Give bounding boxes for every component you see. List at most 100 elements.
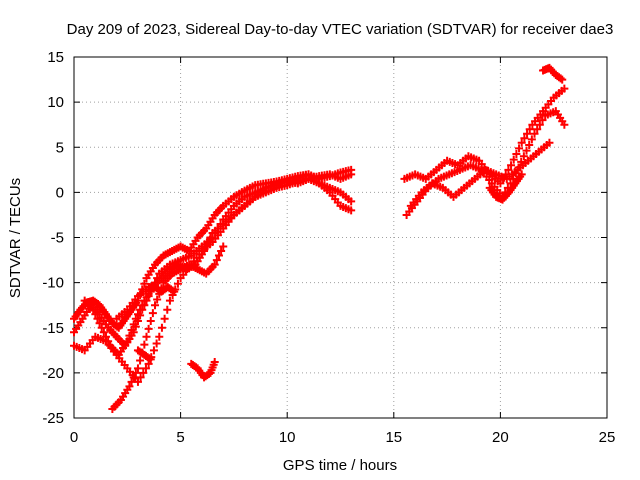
data-point [123,337,132,346]
data-point [525,140,534,149]
data-point [145,354,154,363]
x-tick-label: 10 [279,429,296,446]
data-point [136,305,145,314]
y-tick-label: -15 [42,320,64,337]
data-point [210,260,219,269]
data-point [527,135,536,144]
y-tick-label: 15 [47,49,64,66]
x-tick-label: 25 [599,429,616,446]
series-13 [539,63,567,84]
data-point [556,74,565,83]
data-point [560,120,569,129]
data-point [206,233,215,242]
data-point [535,120,544,129]
data-point [131,368,140,377]
data-point [129,373,138,382]
data-point [148,309,157,318]
data-point [558,75,567,84]
data-point [517,138,526,147]
data-point [170,287,179,296]
data-point [507,161,516,170]
data-point [144,324,153,333]
data-point [125,382,134,391]
x-axis-label: GPS time / hours [283,457,397,474]
series-3 [70,170,356,386]
data-point [157,323,166,332]
data-point [163,305,172,314]
data-point [127,377,136,386]
data-point [141,364,150,373]
data-point [155,332,164,341]
data-point [538,116,547,125]
data-point [133,364,142,373]
y-tick-label: -10 [42,275,64,292]
y-tick-label: 5 [56,139,64,156]
data-point [509,155,518,164]
series-7 [144,283,179,296]
data-point [347,170,356,179]
x-tick-label: 20 [492,429,509,446]
series-12 [485,170,526,204]
data-point [125,331,134,340]
series-6 [133,346,155,364]
data-point [142,332,151,341]
data-point [212,256,221,265]
data-point [165,296,174,305]
x-tick-label: 15 [385,429,402,446]
data-point [89,305,98,314]
data-point [93,314,102,323]
data-point [152,339,161,348]
data-point [99,328,108,337]
tick-labels: 0 5 10 15 20 25 -25 -20 -15 -10 -5 0 5 10 15 [42,49,615,446]
data-point [97,323,106,332]
y-tick-label: -25 [42,410,64,427]
data-point [149,346,158,355]
data-point [133,310,142,319]
y-axis-label: SDTVAR / TECUs [7,178,24,298]
data-point [519,152,528,161]
data-point [545,138,554,147]
data-point [139,368,148,377]
data-point [530,129,539,138]
data-point [214,251,223,260]
data-point [136,356,145,365]
data-point [504,165,513,174]
series-8 [187,358,219,382]
data-point [160,314,169,323]
x-tick-label: 0 [70,429,78,446]
data-point [520,134,529,143]
data-point [91,310,100,319]
data-point [347,206,356,215]
data-point [131,314,140,323]
data-point [138,301,147,310]
data-point [146,355,155,364]
data-point [347,197,356,206]
y-tick-label: -20 [42,365,64,382]
data-point [146,316,155,325]
data-point [533,125,542,134]
data-point [515,144,524,153]
data-point [210,358,219,367]
data-point [496,179,505,188]
y-tick-label: 0 [56,184,64,201]
data-point [168,286,177,295]
data-point [217,247,226,256]
data-point [512,150,521,159]
axis-ticks [73,56,608,419]
data-point [517,170,526,179]
data-point [140,340,149,349]
data-point [525,125,534,134]
data-point [522,146,531,155]
data-point [219,242,228,251]
y-tick-label: 10 [47,94,64,111]
data-point [151,301,160,310]
data-point [95,319,104,328]
data-points [70,63,569,413]
data-point [129,320,138,329]
series-11 [406,138,554,210]
data-point [153,295,162,304]
y-tick-label: -5 [51,230,64,247]
data-point [523,129,532,138]
